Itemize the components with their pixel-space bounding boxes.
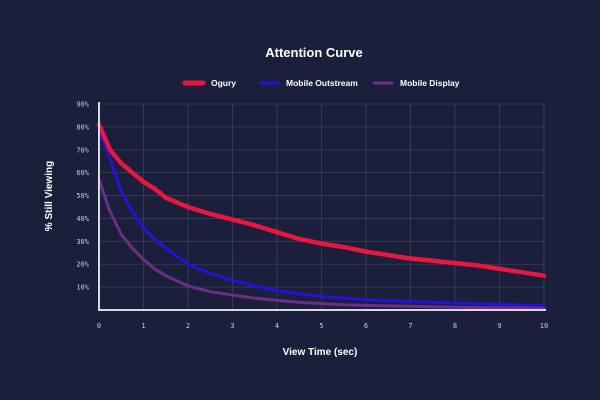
y-tick-label: 70% [76, 146, 89, 154]
y-tick-label: 40% [76, 215, 89, 223]
y-tick-label: 10% [76, 284, 89, 292]
x-axis-ticks: 0 1 2 3 4 5 6 7 8 9 10 [97, 322, 548, 330]
series-line-ogury [96, 122, 547, 278]
series-line-mobile-outstream [97, 127, 546, 307]
series-line-mobile-display [97, 178, 546, 310]
x-tick-label: 4 [275, 322, 279, 330]
legend-label: Ogury [211, 78, 236, 88]
series-lines [96, 122, 547, 310]
y-tick-label: 80% [76, 123, 89, 131]
y-tick-label: 50% [76, 192, 89, 200]
x-tick-label: 10 [540, 322, 548, 330]
x-tick-label: 5 [319, 322, 323, 330]
x-tick-label: 0 [97, 322, 101, 330]
y-axis-label: % Still Viewing [44, 161, 55, 231]
legend-label: Mobile Display [400, 78, 460, 88]
y-tick-label: 90% [76, 101, 89, 109]
y-axis-ticks: 10% 20% 30% 40% 50% 60% 70% 80% 90% [76, 101, 89, 292]
x-tick-label: 2 [186, 322, 190, 330]
grid [99, 103, 545, 310]
axes [98, 102, 546, 311]
x-tick-label: 8 [453, 322, 457, 330]
legend-label: Mobile Outstream [286, 78, 358, 88]
chart-title: Attention Curve [265, 45, 363, 60]
x-axis-label: View Time (sec) [283, 347, 358, 358]
x-tick-label: 1 [141, 322, 145, 330]
x-tick-label: 6 [364, 322, 368, 330]
y-tick-label: 30% [76, 238, 89, 246]
x-tick-label: 9 [497, 322, 501, 330]
x-tick-label: 3 [230, 322, 234, 330]
x-tick-label: 7 [408, 322, 412, 330]
y-tick-label: 20% [76, 261, 89, 269]
y-tick-label: 60% [76, 169, 89, 177]
legend: Ogury Mobile Outstream Mobile Display [182, 78, 460, 88]
